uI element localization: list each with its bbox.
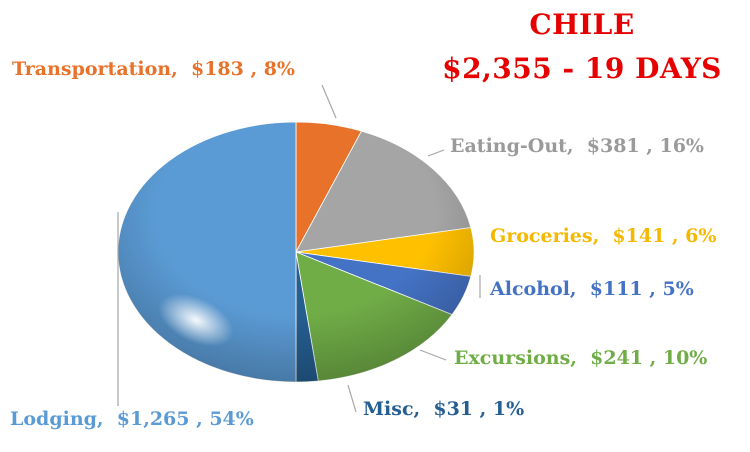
data-label-excursions: Excursions, $241 , 10% <box>454 347 708 369</box>
data-label-lodging: Lodging, $1,265 , 54% <box>10 408 254 430</box>
chart-title-line-1: CHILE <box>529 8 635 41</box>
leader-line-eating-out <box>427 149 445 157</box>
pie-shading <box>118 122 474 382</box>
leader-line-misc <box>347 384 357 413</box>
chart-title-line-2: $2,355 - 19 DAYS <box>442 52 722 85</box>
data-label-transportation: Transportation, $183 , 8% <box>12 58 295 80</box>
data-label-misc: Misc, $31 , 1% <box>363 398 525 420</box>
data-label-alcohol: Alcohol, $111 , 5% <box>490 278 694 300</box>
pie-highlight <box>158 293 234 347</box>
data-label-groceries: Groceries, $141 , 6% <box>490 225 717 247</box>
data-label-eating-out: Eating-Out, $381 , 16% <box>450 135 704 157</box>
leader-line-excursions <box>419 349 447 361</box>
leader-line-transportation <box>321 84 337 119</box>
